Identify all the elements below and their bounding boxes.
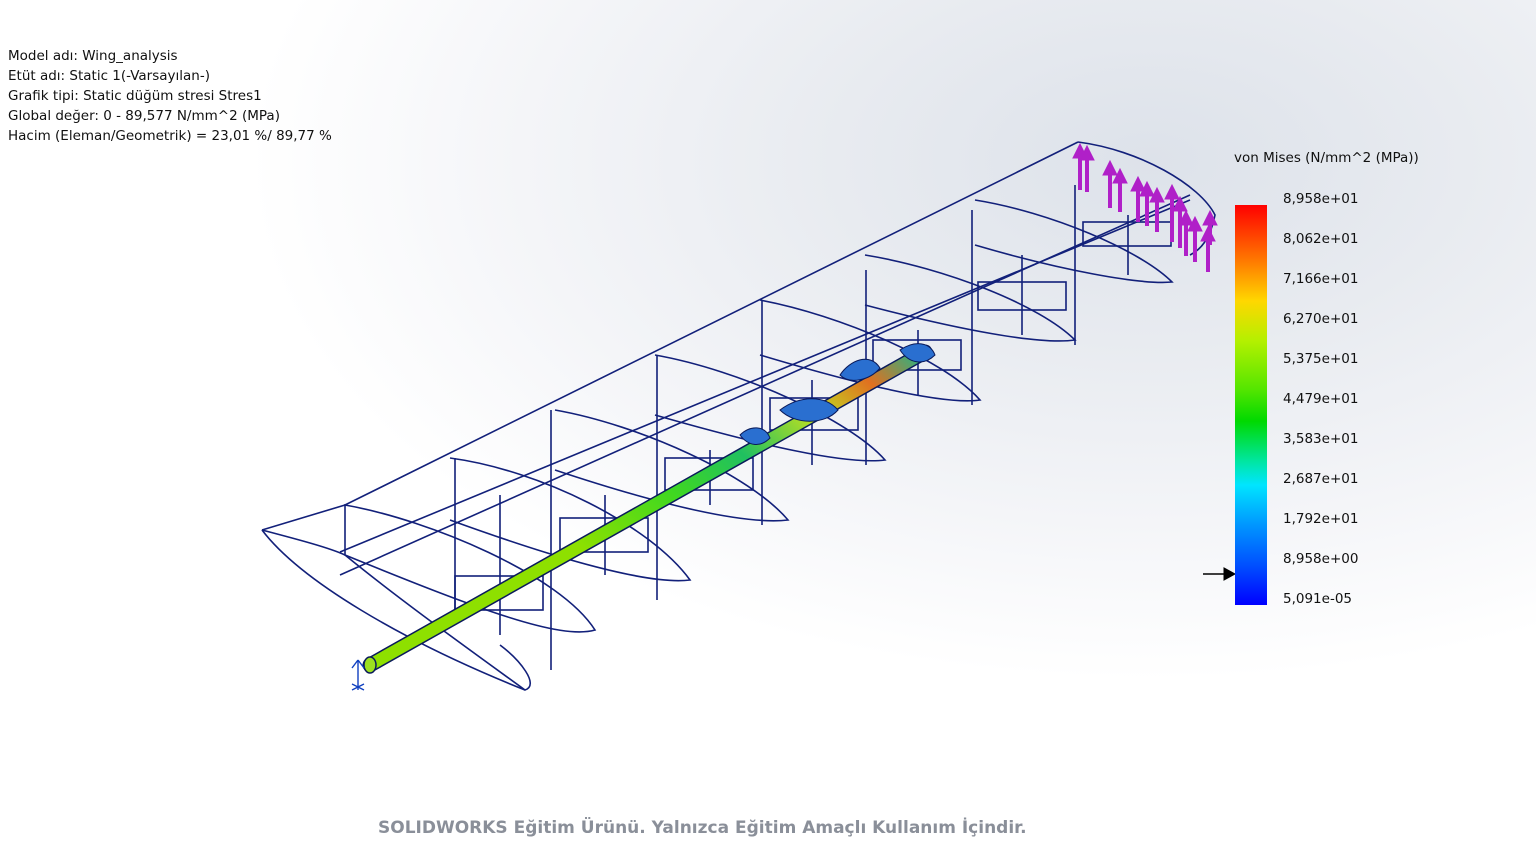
global-value-label: Global değer: 0 - 89,577 N/mm^2 (MPa) [8, 108, 280, 124]
study-name-label: Etüt adı: Static 1(-Varsayılan-) [8, 68, 210, 84]
volume-label: Hacim (Eleman/Geometrik) = 23,01 %/ 89,7… [8, 128, 332, 144]
legend-tick: 6,270e+01 [1283, 311, 1359, 327]
yield-marker-icon [1203, 567, 1237, 581]
legend-tick: 8,958e+00 [1283, 551, 1359, 567]
legend-tick: 1,792e+01 [1283, 511, 1359, 527]
load-arrows-icon [1072, 142, 1218, 272]
legend-tick: 2,687e+01 [1283, 471, 1359, 487]
legend-tick: 8,062e+01 [1283, 231, 1359, 247]
legend-tick: 7,166e+01 [1283, 271, 1359, 287]
spar-tube [362, 343, 936, 674]
legend-tick: 8,958e+01 [1283, 191, 1359, 207]
stress-colorbar[interactable] [1235, 205, 1267, 605]
legend-tick: 4,479e+01 [1283, 391, 1359, 407]
legend-tick: 5,375e+01 [1283, 351, 1359, 367]
wing-wireframe [261, 141, 1216, 691]
plot-type-label: Grafik tipi: Static düğüm stresi Stres1 [8, 88, 262, 104]
legend-title: von Mises (N/mm^2 (MPa)) [1234, 150, 1419, 166]
legend-tick: 3,583e+01 [1283, 431, 1359, 447]
model-name-label: Model adı: Wing_analysis [8, 48, 178, 64]
watermark-text: SOLIDWORKS Eğitim Ürünü. Yalnızca Eğitim… [378, 818, 1027, 838]
study-info-panel: Model adı: Wing_analysis Etüt adı: Stati… [8, 46, 332, 146]
fixture-icon [351, 659, 365, 691]
legend-tick: 5,091e-05 [1283, 591, 1353, 607]
